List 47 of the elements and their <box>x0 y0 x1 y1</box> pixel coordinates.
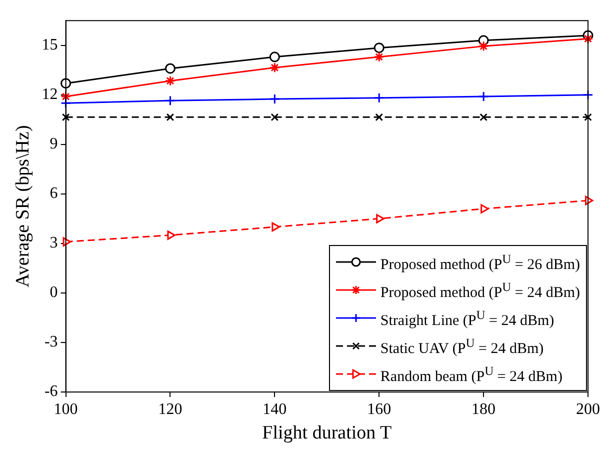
y-tick-label: 15 <box>42 36 58 54</box>
point <box>164 76 176 86</box>
y-tick-label: -3 <box>44 334 58 351</box>
legend-label: Proposed method (P$^{U}$ = 24 dBm) <box>380 279 580 303</box>
point <box>272 222 280 232</box>
legend-label: Random beam (P$^{U}$ = 24 dBm) <box>380 363 562 387</box>
point <box>269 62 280 73</box>
y-axis-title: Average SR (bps\Hz) <box>12 125 34 288</box>
point <box>374 92 384 104</box>
y-tick-label: -6 <box>44 383 58 400</box>
point <box>60 98 72 108</box>
point <box>478 40 489 52</box>
x-tick-label: 200 <box>576 400 600 418</box>
legend-label: Static UAV (P$^{U}$ = 24 dBm) <box>380 335 544 359</box>
point <box>585 196 594 206</box>
point <box>582 90 594 100</box>
point <box>164 95 176 106</box>
point <box>164 63 176 74</box>
point <box>480 204 489 214</box>
x-tick-label: 140 <box>262 400 287 418</box>
point <box>478 91 489 102</box>
point <box>270 113 279 122</box>
point <box>584 113 592 122</box>
point <box>167 230 176 240</box>
point <box>269 94 280 104</box>
point <box>582 34 594 44</box>
y-tick-label: 9 <box>50 136 58 153</box>
point <box>374 42 384 54</box>
legend-label: Straight Line (P$^{U}$ = 24 dBm) <box>380 307 554 331</box>
y-tick-label: 3 <box>50 234 58 252</box>
y-tick-label: 0 <box>50 284 58 302</box>
x-tick-label: 120 <box>158 400 182 418</box>
y-tick-label: 6 <box>50 185 58 202</box>
x-axis-title: Flight duration T <box>262 422 392 444</box>
point <box>60 91 72 102</box>
x-tick-label: 100 <box>54 400 78 418</box>
point <box>480 113 488 122</box>
legend-label: Proposed method (P$^{U}$ = 26 dBm) <box>380 251 580 275</box>
point <box>375 113 384 122</box>
point <box>374 52 384 62</box>
x-tick-label: 160 <box>367 400 392 418</box>
point <box>269 52 280 62</box>
point <box>62 113 70 122</box>
y-tick-label: 12 <box>42 86 58 104</box>
x-tick-label: 180 <box>472 400 496 418</box>
point <box>376 214 384 224</box>
point <box>166 113 174 122</box>
